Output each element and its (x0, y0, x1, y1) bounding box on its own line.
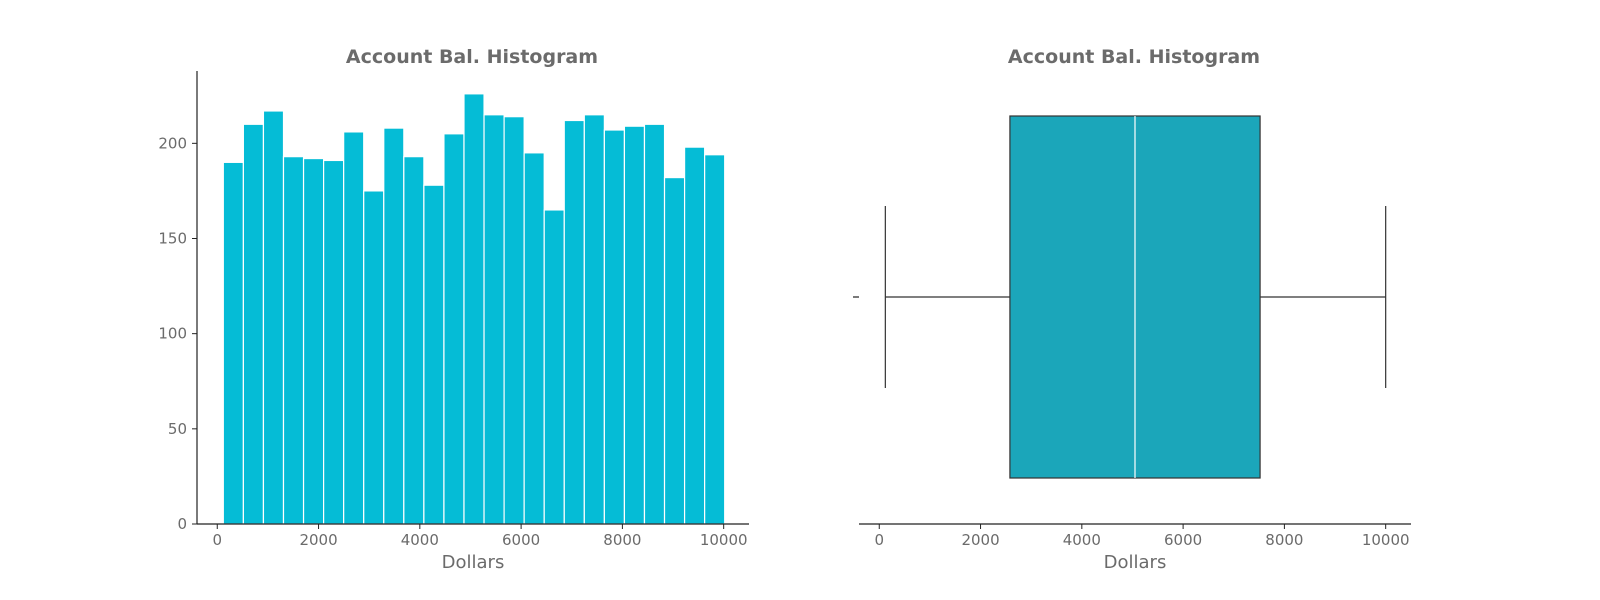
y-tick-label: 150 (158, 229, 187, 247)
histogram-panel: Account Bal. Histogram 0 2000 4000 6000 8000… (158, 46, 749, 573)
histogram-bar (423, 184, 445, 525)
histogram-bar (503, 116, 525, 525)
boxplot-x-ticks: 0 2000 4000 6000 8000 10000 (874, 524, 1410, 549)
histogram-bar (403, 156, 425, 525)
histogram-bar (623, 125, 646, 525)
y-tick-label: 100 (158, 325, 187, 343)
histogram-bar (302, 157, 325, 525)
histogram-bar (343, 131, 365, 525)
histogram-bar (323, 159, 345, 525)
histogram-bar (222, 161, 244, 525)
x-tick-label: 10000 (1362, 531, 1410, 549)
boxplot-shapes (884, 115, 1387, 479)
x-tick-label: 2000 (961, 531, 999, 549)
x-tick-label: 0 (212, 531, 222, 549)
boxplot-x-label: Dollars (1104, 552, 1167, 573)
histogram-x-label: Dollars (442, 552, 505, 573)
x-tick-label: 2000 (299, 531, 337, 549)
x-tick-label: 10000 (700, 531, 748, 549)
histogram-bar (443, 133, 465, 525)
histogram-bar (643, 123, 666, 525)
x-tick-label: 6000 (1164, 531, 1202, 549)
boxplot-title: Account Bal. Histogram (1008, 46, 1260, 68)
histogram-bar (663, 176, 686, 525)
histogram-bar (603, 129, 626, 525)
histogram-bar (262, 110, 285, 525)
histogram-title: Account Bal. Histogram (346, 46, 598, 68)
x-tick-label: 0 (874, 531, 884, 549)
histogram-bar (523, 152, 545, 525)
histogram-bar (683, 146, 706, 525)
y-tick-label: 0 (177, 515, 187, 533)
histogram-bar (543, 209, 565, 525)
histogram-x-ticks: 0 2000 4000 6000 8000 10000 (212, 524, 748, 549)
histogram-y-ticks: 0 50 100 150 200 (158, 134, 197, 533)
histogram-bar (242, 123, 265, 525)
x-tick-label: 4000 (401, 531, 439, 549)
boxplot-panel: Account Bal. Histogram 0 2000 4000 6000 8000… (853, 46, 1411, 573)
y-tick-label: 50 (168, 420, 187, 438)
x-tick-label: 4000 (1063, 531, 1101, 549)
histogram-bar (704, 154, 726, 525)
histogram-bar (282, 156, 305, 525)
y-tick-label: 200 (158, 134, 187, 152)
histogram-bar (463, 93, 485, 525)
histogram-bar (363, 190, 385, 525)
x-tick-label: 8000 (603, 531, 641, 549)
histogram-bar (583, 114, 605, 525)
histogram-bars (222, 93, 726, 525)
histogram-bar (563, 119, 585, 525)
x-tick-label: 6000 (502, 531, 540, 549)
histogram-bar (483, 114, 505, 525)
histogram-bar (383, 127, 405, 525)
x-tick-label: 8000 (1265, 531, 1303, 549)
